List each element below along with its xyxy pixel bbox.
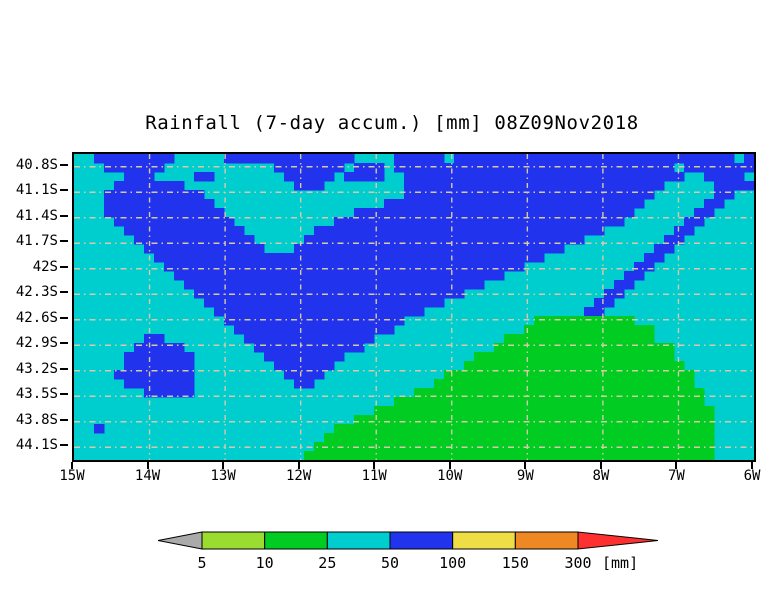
y-tick-label: 42S xyxy=(32,258,58,275)
x-tick-label: 7W xyxy=(668,468,685,484)
colorbar-tick-label: 300 xyxy=(564,554,592,572)
y-tick-label: 41.1S xyxy=(15,182,58,199)
colorbar: [mm] 5 10 25 50 100 150 300 xyxy=(158,528,658,586)
x-tick-label: 12W xyxy=(286,468,312,484)
x-tick-mark xyxy=(297,462,300,469)
colorbar-tick-label: 150 xyxy=(501,554,529,572)
colorbar-swatches xyxy=(158,531,658,550)
rainfall-map-plot xyxy=(72,152,756,462)
y-tick-mark xyxy=(60,240,68,243)
y-tick-label: 42.9S xyxy=(15,335,58,352)
x-tick-mark xyxy=(71,462,73,469)
x-tick-mark xyxy=(222,462,225,469)
y-axis: 40.8S 41.1S 41.4S 41.7S 42S 42.3S 42.6S 42.9S 43… xyxy=(0,152,68,458)
y-tick-mark xyxy=(60,214,68,217)
x-tick-label: 9W xyxy=(516,468,534,484)
colorbar-segment xyxy=(452,531,516,550)
colorbar-segment xyxy=(326,531,391,550)
colorbar-under-arrow xyxy=(158,531,203,550)
y-tick-label: 43.2S xyxy=(15,360,58,377)
colorbar-tick-label: 25 xyxy=(318,554,337,572)
x-axis: 15W 14W 13W 12W 11W 10W 9W 8W 7W 6W xyxy=(59,462,760,492)
x-tick-label: 14W xyxy=(134,468,161,484)
y-tick-mark xyxy=(60,316,68,319)
y-tick-label: 41.7S xyxy=(15,233,58,250)
y-tick-label: 40.8S xyxy=(15,156,58,173)
x-tick-mark xyxy=(373,462,376,469)
x-tick-label: 8W xyxy=(592,468,610,484)
y-tick-mark xyxy=(60,367,68,370)
y-tick-mark xyxy=(60,163,68,166)
x-tick-mark xyxy=(448,462,451,469)
colorbar-segment xyxy=(389,531,454,550)
x-tick-label: 13W xyxy=(210,468,236,484)
colorbar-segment xyxy=(514,531,579,550)
x-tick-mark xyxy=(524,462,527,469)
y-tick-mark xyxy=(60,444,68,447)
x-tick-mark xyxy=(675,462,678,469)
y-tick-label: 42.3S xyxy=(15,284,58,301)
page-title: Rainfall (7-day accum.) [mm] 08Z09Nov201… xyxy=(145,112,639,134)
colorbar-tick-label: 100 xyxy=(439,554,467,572)
colorbar-over-arrow xyxy=(577,531,658,550)
y-tick-label: 44.1S xyxy=(15,437,58,454)
x-tick-label: 6W xyxy=(743,468,761,484)
x-tick-label: 15W xyxy=(59,468,85,484)
y-tick-mark xyxy=(60,393,68,396)
y-tick-mark xyxy=(60,189,68,192)
x-tick-label: 11W xyxy=(361,468,387,484)
y-tick-label: 43.5S xyxy=(15,386,58,403)
colorbar-tick-label: 5 xyxy=(197,554,207,572)
y-tick-mark xyxy=(60,342,68,345)
x-tick-mark xyxy=(599,462,602,469)
x-tick-label: 10W xyxy=(437,468,463,484)
colorbar-segment xyxy=(201,531,266,550)
y-tick-label: 43.8S xyxy=(15,411,58,428)
y-tick-label: 41.4S xyxy=(15,207,58,224)
colorbar-tick-label: 10 xyxy=(255,554,274,572)
x-tick-mark xyxy=(146,462,149,469)
y-tick-mark xyxy=(60,291,68,294)
colorbar-unit-label: [mm] xyxy=(602,554,639,572)
colorbar-segment xyxy=(264,531,328,550)
y-tick-mark xyxy=(60,265,68,268)
colorbar-tick-label: 50 xyxy=(380,554,400,572)
y-tick-mark xyxy=(60,418,68,421)
x-tick-mark xyxy=(751,462,753,469)
rainfall-raster xyxy=(94,154,754,460)
y-tick-label: 42.6S xyxy=(15,309,58,326)
